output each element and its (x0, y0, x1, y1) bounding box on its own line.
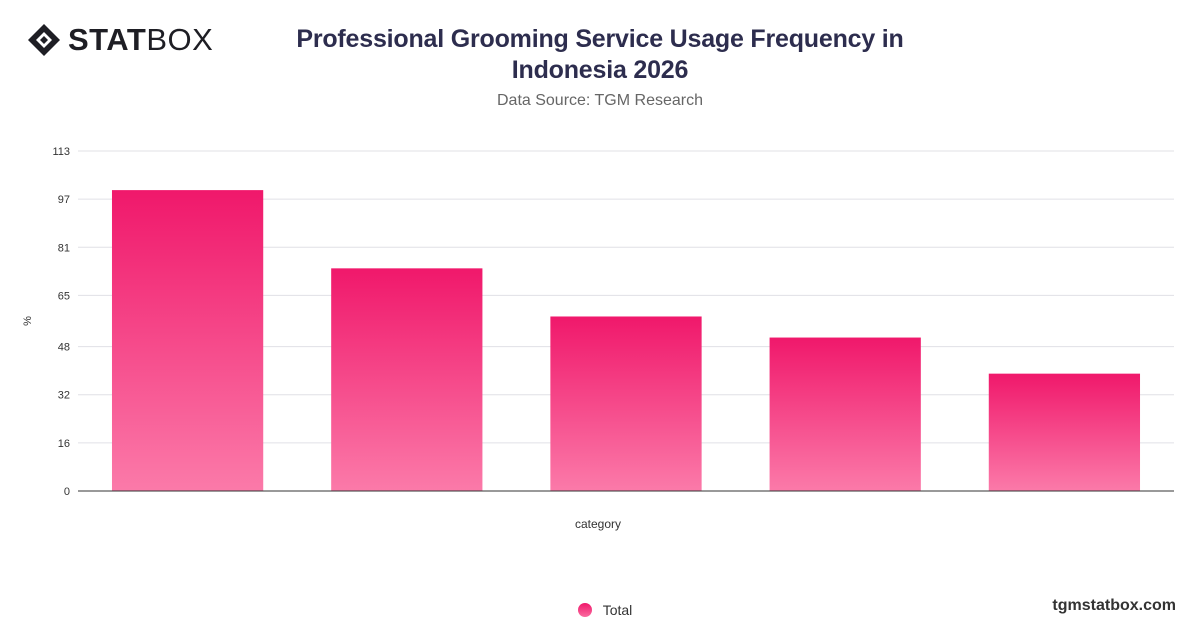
bar (550, 316, 702, 491)
legend-marker (577, 603, 592, 617)
legend: Total (0, 602, 1200, 618)
y-tick-label: 48 (58, 342, 70, 354)
x-axis-title: category (575, 517, 621, 531)
y-axis-title: % (22, 316, 34, 326)
y-tick-label: 16 (58, 438, 70, 450)
bar (769, 337, 921, 491)
logo-wordmark: STATBOX (68, 22, 213, 58)
axis-labels: 0 16 32 48 65 81 97 113 category% (22, 146, 621, 531)
bar (111, 190, 264, 491)
y-tick-label: 32 (58, 390, 70, 402)
bar (988, 373, 1141, 491)
y-tick-label: 97 (58, 194, 70, 206)
legend-label: Total (602, 602, 633, 618)
logo-wordmark-bold: STAT (68, 22, 147, 57)
y-tick-label: 81 (58, 242, 70, 254)
logo-wordmark-light: BOX (146, 22, 214, 57)
site-url[interactable]: tgmstatbox.com (1052, 597, 1176, 614)
y-tick-label: 0 (64, 486, 70, 498)
bar (331, 268, 483, 491)
chart-subtitle: Data Source: TGM Research (496, 92, 703, 109)
y-tick-label: 113 (52, 146, 70, 158)
chart-title: Professional Grooming Service Usage Freq… (296, 25, 904, 84)
legend-item-total[interactable]: Total (577, 602, 633, 618)
y-tick-label: 65 (58, 290, 70, 302)
statbox-logo: STATBOX (26, 22, 213, 58)
diamond-logo-icon (28, 24, 60, 56)
bars (111, 190, 1141, 491)
